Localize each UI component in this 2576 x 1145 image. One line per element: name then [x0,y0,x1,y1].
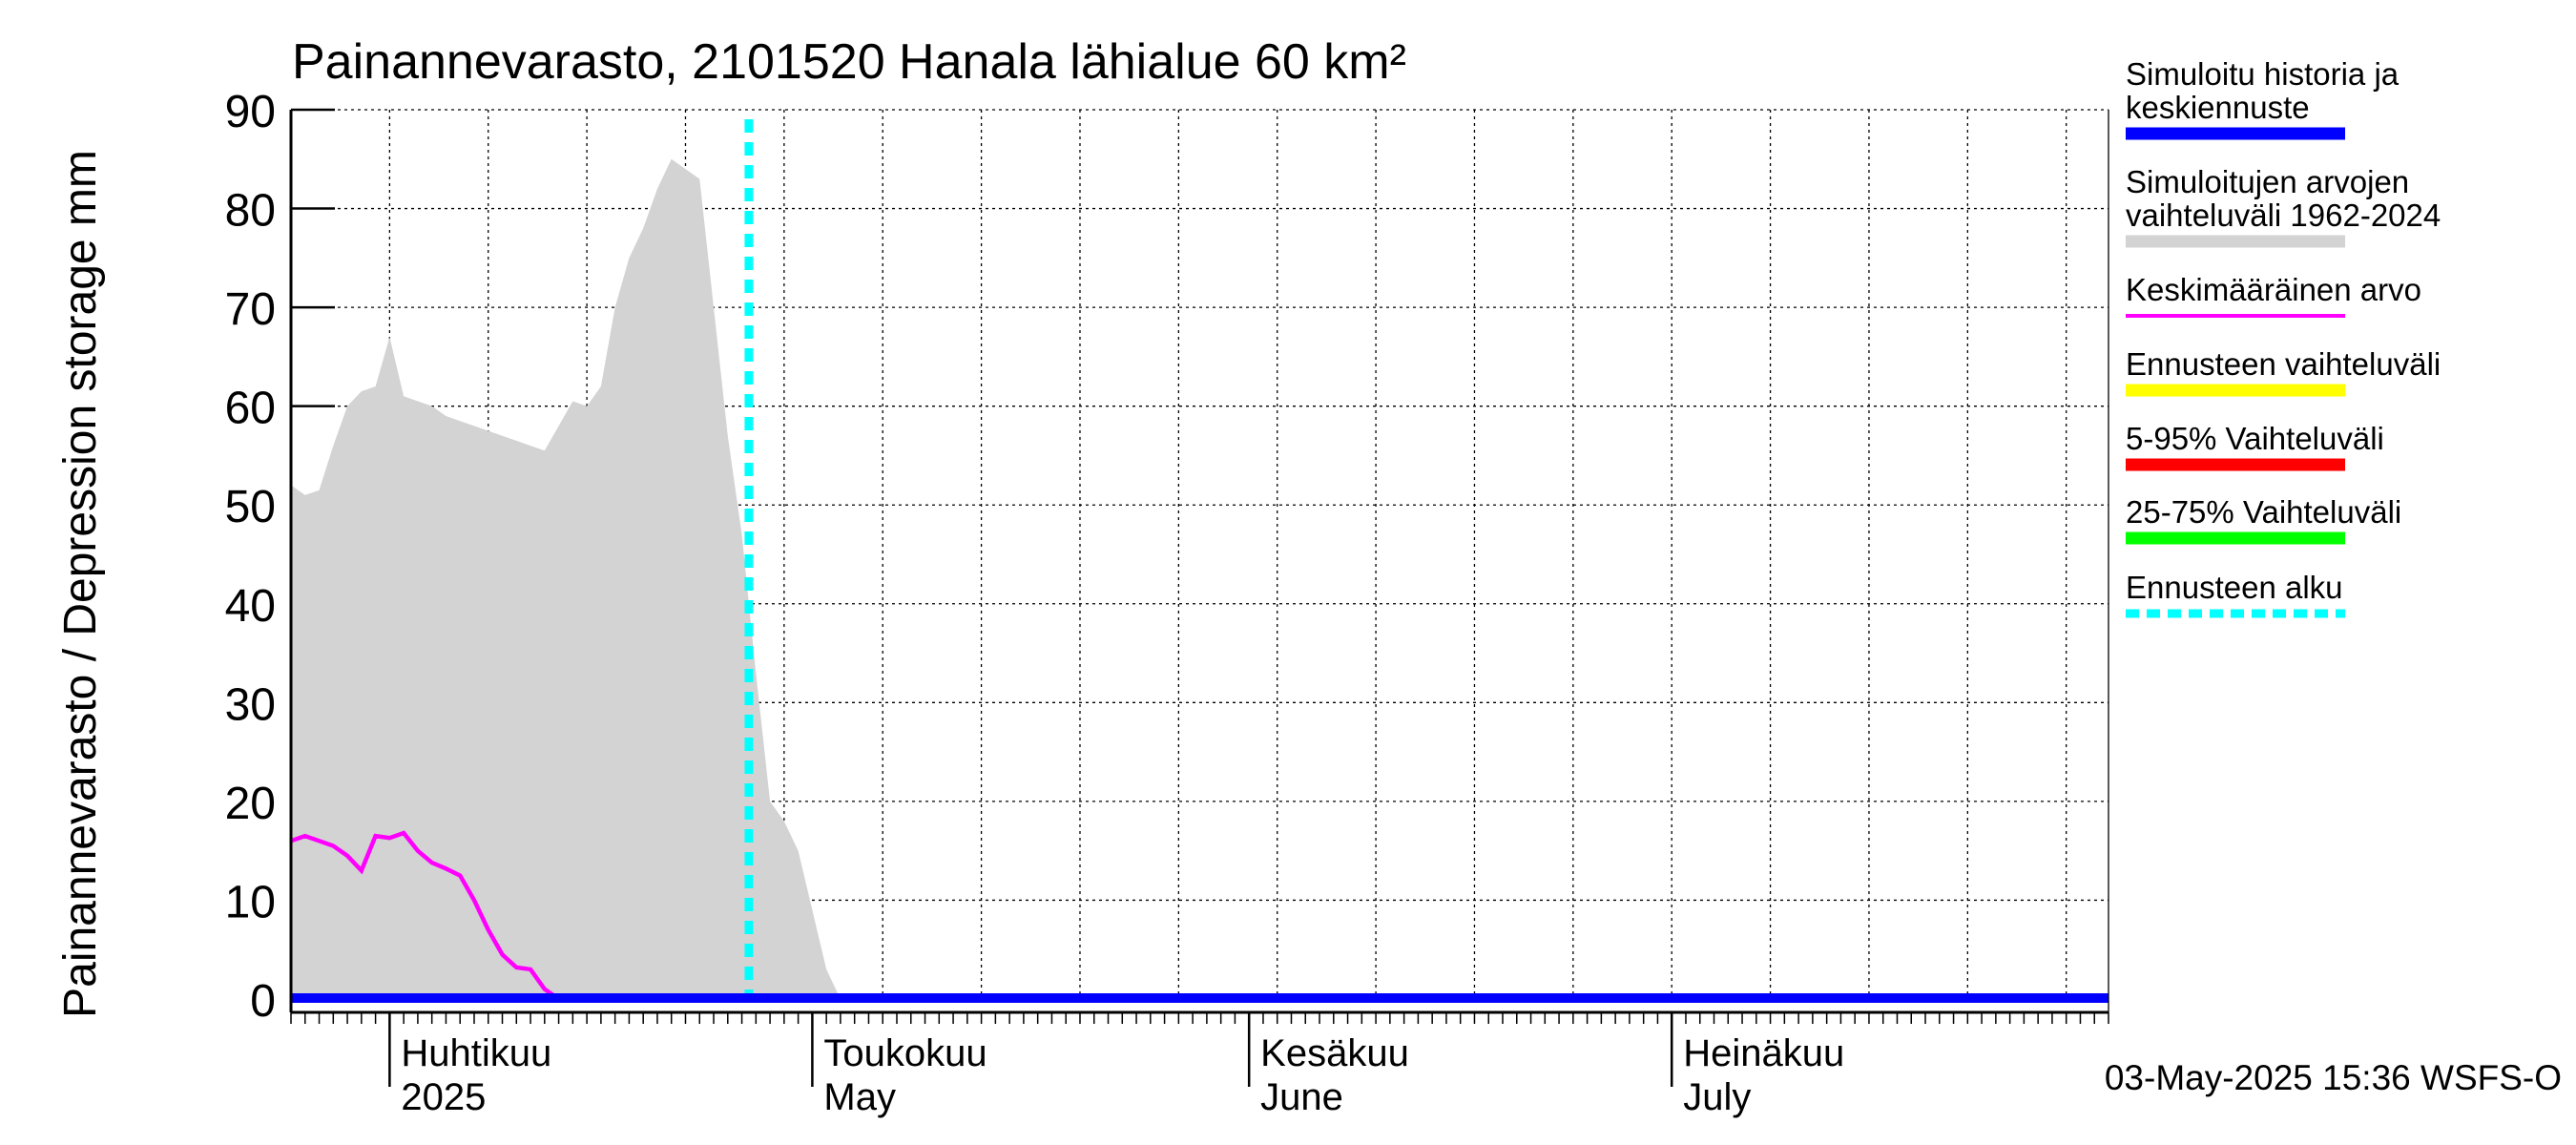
legend-label: Ennusteen alku [2126,570,2343,605]
legend-label: 5-95% Vaihteluväli [2126,421,2384,456]
x-month-label: Huhtikuu [401,1032,551,1074]
legend-label-line: 5-95% Vaihteluväli [2126,421,2384,456]
y-tick-label: 70 [225,284,276,335]
legend-label-line: Simuloitujen arvojen [2126,164,2409,199]
legend-label: Simuloitu historia ja keskiennuste [2126,56,2399,125]
x-month-label: Kesäkuu [1260,1032,1409,1074]
legend-label: Ennusteen vaihteluväli [2126,346,2441,382]
y-axis-label: Painannevarasto / Depression storage mm [55,150,106,1018]
legend: Simuloitu historia ja keskiennusteSimuloi… [2126,56,2441,618]
y-tick-label: 0 [250,976,276,1027]
legend-label-line: 25-75% Vaihteluväli [2126,494,2401,530]
y-tick-label: 90 [225,87,276,137]
x-month-label-en: May [823,1076,896,1118]
legend-label-line: keskiennuste [2126,90,2310,125]
y-tick-label: 60 [225,384,276,434]
legend-label: Simuloitujen arvojen vaihteluväli 1962-20… [2126,164,2441,233]
legend-label-line: Ennusteen vaihteluväli [2126,346,2441,382]
legend-label-line: Keskimääräinen arvo [2126,272,2421,307]
y-tick-label: 30 [225,679,276,730]
chart-title: Painannevarasto, 2101520 Hanala lähialue… [292,34,1406,90]
x-month-label: Heinäkuu [1683,1032,1844,1074]
y-tick-label: 50 [225,482,276,532]
range-band-area [291,158,954,999]
y-tick-label: 10 [225,877,276,927]
legend-label: Keskimääräinen arvo [2126,272,2421,307]
x-month-label-en: June [1260,1076,1343,1118]
y-tick-label: 20 [225,779,276,829]
legend-label-line: Simuloitu historia ja [2126,56,2399,92]
legend-label-line: Ennusteen alku [2126,570,2343,605]
legend-label-line: vaihteluväli 1962-2024 [2126,198,2441,233]
legend-label: 25-75% Vaihteluväli [2126,494,2401,530]
y-tick-label: 40 [225,581,276,632]
footer-timestamp: 03-May-2025 15:36 WSFS-O [2105,1058,2562,1097]
y-tick-label: 80 [225,186,276,237]
x-month-label-en: July [1683,1076,1751,1118]
x-month-label: Toukokuu [823,1032,987,1074]
x-month-label-en: 2025 [401,1076,486,1118]
